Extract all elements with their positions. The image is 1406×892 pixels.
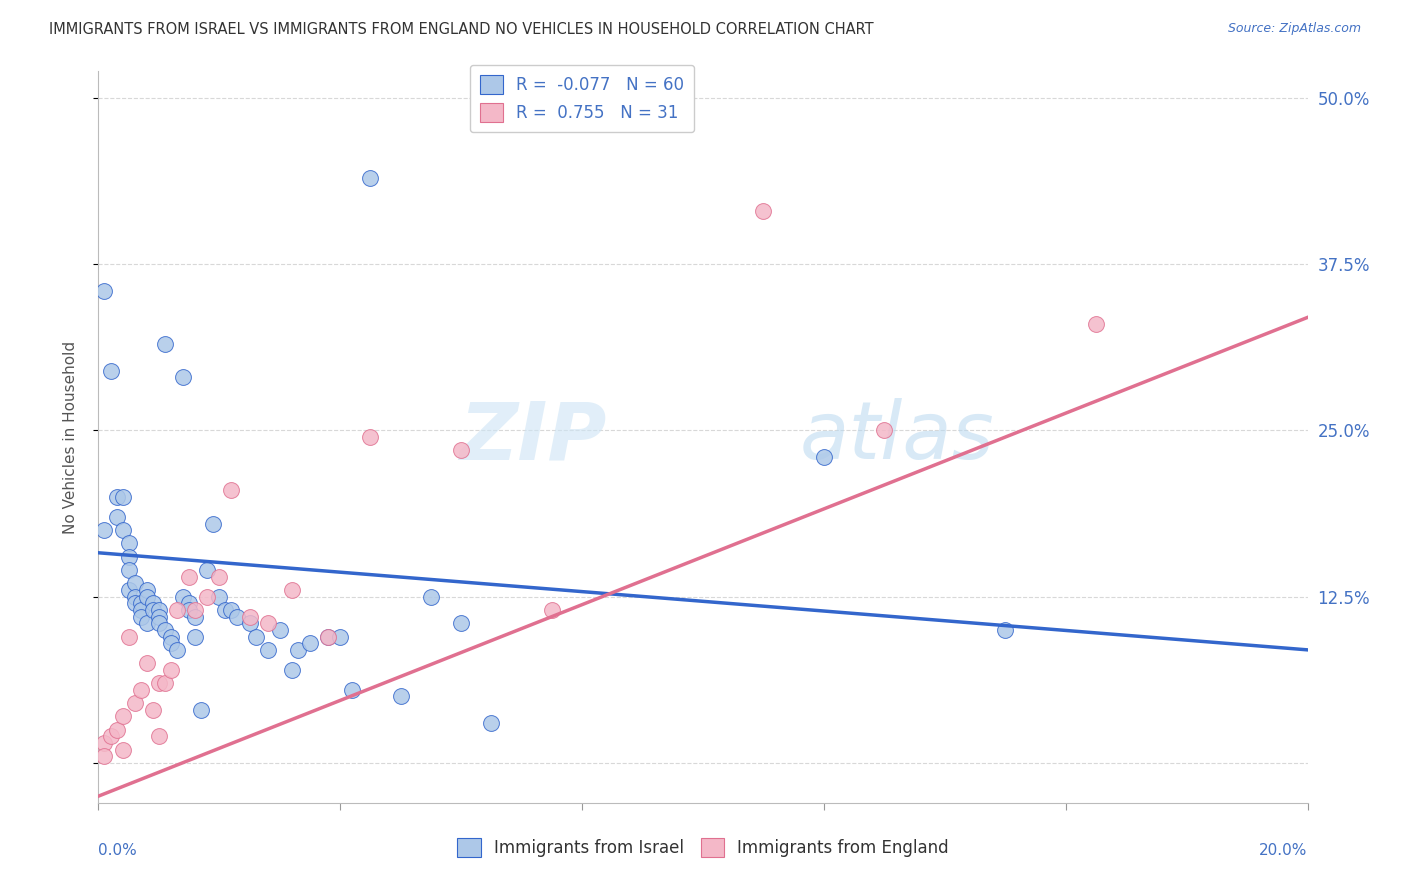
Point: [153, 337, 176, 351]
Point: [184, 603, 207, 617]
Y-axis label: No Vehicles in Household: No Vehicles in Household: [63, 341, 77, 533]
Point: [111, 490, 134, 504]
Point: [100, 729, 122, 743]
Point: [124, 576, 146, 591]
Point: [166, 643, 188, 657]
Point: [135, 616, 157, 631]
Point: [316, 630, 339, 644]
Point: [148, 609, 170, 624]
Point: [153, 676, 176, 690]
Point: [256, 643, 278, 657]
Text: ZIP: ZIP: [458, 398, 606, 476]
Point: [184, 609, 207, 624]
Point: [129, 609, 152, 624]
Point: [160, 630, 183, 644]
Point: [179, 603, 201, 617]
Point: [190, 703, 212, 717]
Point: [329, 630, 352, 644]
Point: [100, 363, 122, 377]
Point: [160, 663, 183, 677]
Point: [93, 284, 115, 298]
Point: [148, 729, 170, 743]
Point: [195, 590, 218, 604]
Point: [172, 590, 194, 604]
Point: [360, 170, 382, 185]
Point: [195, 563, 218, 577]
Point: [360, 430, 382, 444]
Point: [111, 523, 134, 537]
Point: [256, 616, 278, 631]
Point: [148, 603, 170, 617]
Point: [208, 570, 231, 584]
Point: [342, 682, 364, 697]
Legend: Immigrants from Israel, Immigrants from England: Immigrants from Israel, Immigrants from …: [450, 831, 956, 864]
Point: [450, 443, 472, 458]
Point: [208, 590, 231, 604]
Point: [142, 596, 165, 610]
Point: [135, 582, 157, 597]
Point: [287, 643, 309, 657]
Point: [129, 682, 152, 697]
Point: [202, 516, 225, 531]
Point: [129, 603, 152, 617]
Point: [142, 603, 165, 617]
Point: [481, 716, 503, 731]
Point: [179, 570, 201, 584]
Point: [160, 636, 183, 650]
Point: [111, 709, 134, 723]
Point: [105, 509, 128, 524]
Point: [179, 596, 201, 610]
Point: [450, 616, 472, 631]
Point: [135, 656, 157, 670]
Point: [269, 623, 291, 637]
Point: [1085, 317, 1108, 331]
Point: [153, 623, 176, 637]
Point: [299, 636, 322, 650]
Point: [118, 582, 141, 597]
Point: [142, 703, 165, 717]
Point: [118, 549, 141, 564]
Point: [239, 609, 262, 624]
Point: [124, 696, 146, 710]
Point: [226, 609, 249, 624]
Point: [813, 450, 835, 464]
Point: [281, 582, 304, 597]
Point: [93, 749, 115, 764]
Point: [752, 204, 775, 219]
Point: [316, 630, 339, 644]
Point: [873, 424, 896, 438]
Point: [540, 603, 562, 617]
Point: [105, 490, 128, 504]
Point: [148, 616, 170, 631]
Text: IMMIGRANTS FROM ISRAEL VS IMMIGRANTS FROM ENGLAND NO VEHICLES IN HOUSEHOLD CORRE: IMMIGRANTS FROM ISRAEL VS IMMIGRANTS FRO…: [49, 22, 875, 37]
Point: [124, 590, 146, 604]
Point: [994, 623, 1017, 637]
Point: [93, 736, 115, 750]
Point: [105, 723, 128, 737]
Point: [111, 742, 134, 756]
Point: [118, 630, 141, 644]
Text: atlas: atlas: [800, 398, 994, 476]
Point: [172, 370, 194, 384]
Point: [389, 690, 412, 704]
Point: [148, 676, 170, 690]
Point: [221, 603, 243, 617]
Point: [118, 563, 141, 577]
Point: [184, 630, 207, 644]
Point: [118, 536, 141, 550]
Text: Source: ZipAtlas.com: Source: ZipAtlas.com: [1227, 22, 1361, 36]
Point: [214, 603, 236, 617]
Text: 20.0%: 20.0%: [1260, 843, 1308, 858]
Point: [281, 663, 304, 677]
Point: [129, 596, 152, 610]
Point: [245, 630, 267, 644]
Point: [221, 483, 243, 498]
Point: [135, 590, 157, 604]
Point: [420, 590, 443, 604]
Point: [124, 596, 146, 610]
Point: [239, 616, 262, 631]
Point: [93, 523, 115, 537]
Text: 0.0%: 0.0%: [98, 843, 138, 858]
Point: [166, 603, 188, 617]
